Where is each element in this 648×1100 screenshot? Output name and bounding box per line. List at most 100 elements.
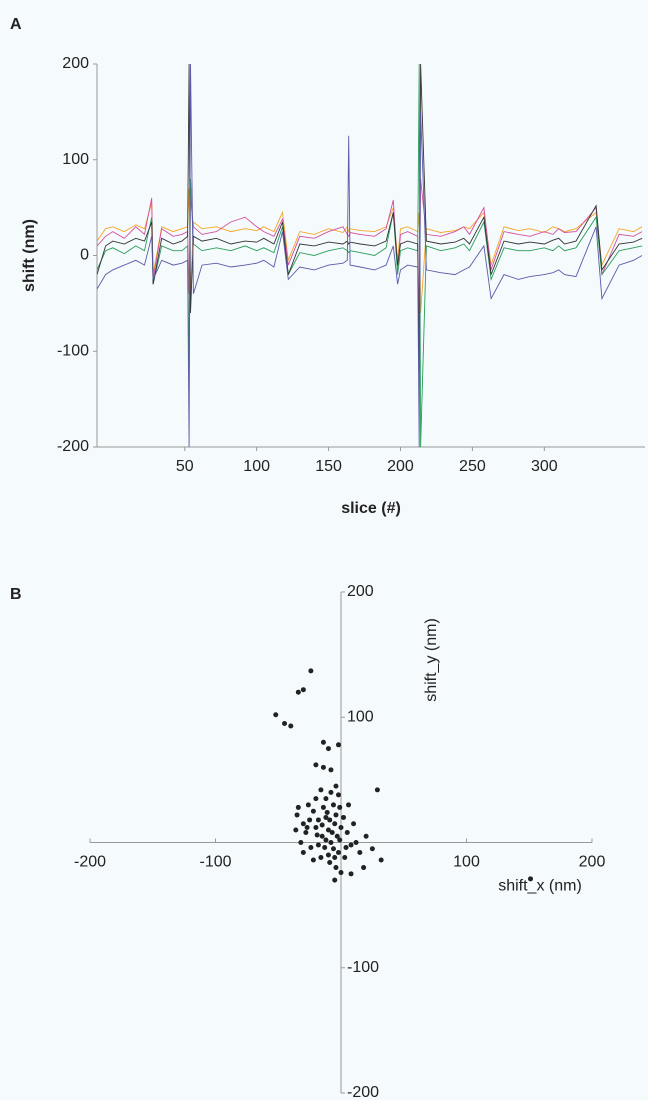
point: [324, 809, 330, 815]
point: [337, 804, 343, 810]
point: [315, 817, 321, 823]
x-tick-label: 100: [243, 458, 270, 475]
point: [333, 812, 339, 818]
point: [310, 808, 316, 814]
point: [318, 855, 324, 861]
point: [327, 860, 333, 866]
point: [319, 822, 325, 828]
point: [307, 817, 313, 823]
point: [323, 796, 329, 802]
x-tick-label: 100: [453, 854, 480, 871]
point: [327, 817, 333, 823]
point: [305, 802, 311, 808]
point: [528, 876, 534, 882]
point: [335, 742, 341, 748]
point: [273, 712, 279, 718]
point: [298, 840, 304, 845]
point: [343, 845, 349, 851]
point: [323, 837, 329, 843]
point: [329, 829, 335, 835]
point: [332, 855, 338, 861]
point: [333, 865, 339, 871]
point: [320, 764, 326, 770]
y-tick-label: 200: [347, 583, 374, 600]
point: [353, 840, 359, 845]
point: [320, 739, 326, 745]
x-tick-label: 300: [531, 458, 558, 475]
point: [303, 829, 309, 835]
point: [335, 850, 341, 856]
y-tick-label: -100: [347, 959, 379, 976]
y-tick-label: -200: [347, 1084, 379, 1100]
series-line: [97, 178, 643, 333]
point: [323, 814, 329, 820]
point: [346, 802, 352, 808]
point: [374, 787, 380, 793]
series-line: [97, 64, 643, 371]
x-tick-label: -200: [74, 854, 106, 871]
y-tick-label: -200: [57, 438, 89, 455]
point: [330, 802, 336, 808]
point: [337, 837, 343, 843]
point: [361, 865, 367, 871]
point: [314, 832, 320, 838]
point: [334, 833, 340, 839]
point: [328, 767, 334, 773]
point: [332, 877, 338, 883]
point: [378, 857, 384, 863]
x-tick-label: 50: [176, 458, 194, 475]
point: [338, 824, 344, 830]
x-tick-label: 200: [387, 458, 414, 475]
point: [328, 789, 334, 795]
x-tick-label: 200: [579, 854, 606, 871]
point: [313, 762, 319, 768]
series-line: [97, 64, 643, 447]
point: [344, 829, 350, 835]
point: [294, 812, 300, 818]
point: [295, 804, 301, 810]
point: [348, 871, 354, 877]
point: [310, 857, 316, 863]
y-tick-label: 0: [80, 247, 89, 264]
point: [325, 852, 331, 858]
point: [369, 846, 375, 852]
point: [335, 792, 341, 798]
point: [338, 870, 344, 876]
point: [313, 796, 319, 802]
point: [325, 827, 331, 833]
y-axis-label: shift_y (nm): [423, 618, 440, 702]
y-tick-label: 100: [347, 708, 374, 725]
point: [322, 845, 328, 851]
point: [293, 827, 299, 833]
point: [308, 668, 314, 674]
point: [313, 824, 319, 830]
point: [351, 821, 357, 827]
point: [318, 787, 324, 793]
point: [300, 850, 306, 856]
point: [319, 833, 325, 839]
point: [308, 845, 314, 851]
point: [282, 721, 288, 727]
y-tick-label: 200: [62, 55, 89, 72]
point: [333, 783, 339, 789]
point: [325, 746, 331, 752]
point: [304, 824, 310, 830]
point: [342, 855, 348, 861]
x-tick-label: 150: [315, 458, 342, 475]
point: [328, 840, 334, 845]
point: [357, 850, 363, 856]
point: [348, 842, 354, 848]
x-axis-label: shift_x (nm): [498, 878, 582, 895]
point: [295, 689, 301, 695]
point: [332, 821, 338, 827]
x-axis-label: slice (#): [341, 500, 401, 517]
series-line: [97, 64, 643, 447]
panel-label: A: [10, 16, 22, 33]
y-axis-label: shift (nm): [21, 219, 38, 292]
point: [288, 723, 294, 729]
x-tick-label: 250: [459, 458, 486, 475]
point: [341, 814, 347, 820]
point: [363, 833, 369, 839]
point: [320, 804, 326, 810]
